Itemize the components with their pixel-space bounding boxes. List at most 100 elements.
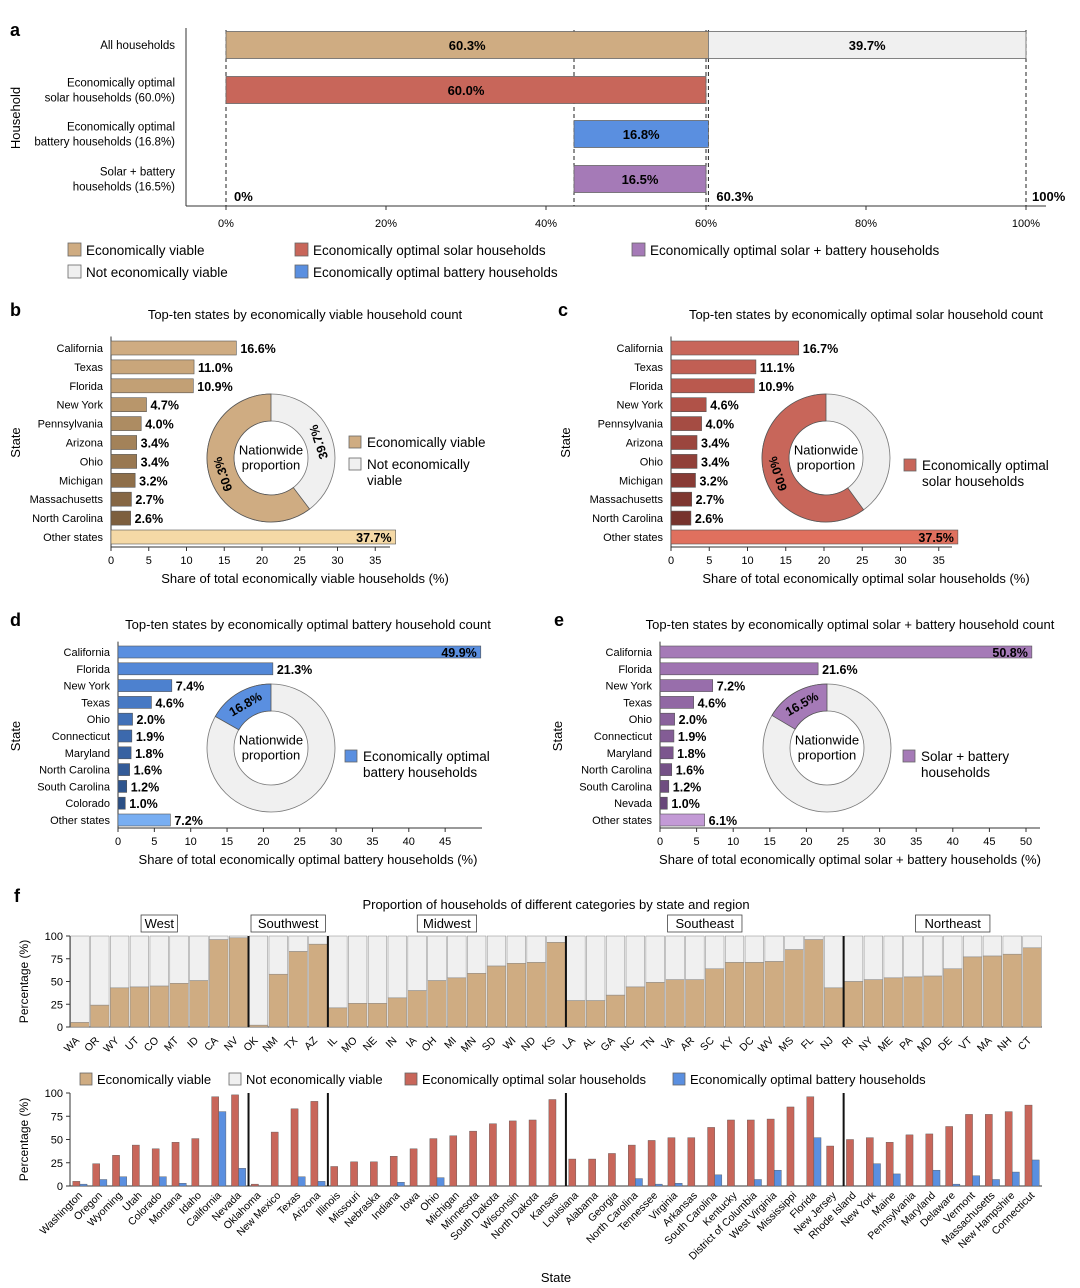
panel-f-not-viable-bar <box>149 935 169 987</box>
panel-e-x-tick-label: 40 <box>947 836 959 848</box>
panel-f-viable-bar <box>149 985 169 1028</box>
panel-a-ylabel: Household <box>8 87 23 149</box>
panel-f-solar-bar <box>290 1108 299 1187</box>
panel-f-solar-bar <box>370 1161 378 1187</box>
panel-b-category-label: Texas <box>74 362 103 374</box>
panel-d-chart: Top-ten states by economically optimal b… <box>8 617 491 867</box>
panel-b-donut-segment <box>206 393 311 523</box>
panel-f-not-viable-bar <box>546 935 566 943</box>
panel-f-battery-bar <box>238 1168 246 1187</box>
panel-f-battery-bar <box>674 1183 683 1187</box>
panel-f-region-box <box>140 914 178 933</box>
panel-f-not-viable-bar <box>923 935 943 977</box>
panel-c-category-label: Texas <box>634 362 663 374</box>
panel-f-solar-bar <box>866 1137 874 1187</box>
panel-f-viable-bar <box>586 1000 606 1028</box>
panel-e-donut-segment <box>771 683 828 730</box>
panel-a-annotation: 100% <box>1032 189 1066 204</box>
panel-f-solar-bar <box>568 1158 577 1187</box>
panel-f-lower-y-tick-label: 25 <box>51 1158 63 1170</box>
panel-f-not-viable-bar <box>943 935 963 970</box>
panel-a-legend-swatch <box>67 264 82 279</box>
panel-f-battery-bar <box>178 1183 187 1187</box>
panel-f-viable-bar <box>486 965 507 1028</box>
panel-c-bar <box>670 435 698 450</box>
panel-f-not-viable-bar <box>506 935 526 964</box>
panel-c-title: Top-ten states by economically optimal s… <box>689 307 1043 322</box>
panel-a-annotation: 60.3% <box>716 189 753 204</box>
panel-f-not-viable-bar <box>387 935 407 999</box>
panel-c-legend-swatch <box>903 458 917 472</box>
panel-f-upper-y-tick-label: 50 <box>51 977 63 989</box>
panel-f-battery-bar <box>893 1173 901 1187</box>
panel-e-bar <box>659 729 675 743</box>
panel-f-title: Proportion of households of different ca… <box>362 897 749 912</box>
panel-f-not-viable-bar <box>110 935 130 989</box>
panel-e-category-label: California <box>606 647 653 659</box>
panel-b-category-label: Florida <box>69 381 104 393</box>
panel-d-category-label: Maryland <box>65 748 110 760</box>
panel-f-not-viable-bar <box>367 935 388 1004</box>
panel-d-x-tick-label: 40 <box>403 836 415 848</box>
panel-b-category-label: Ohio <box>80 456 103 468</box>
panel-e-bar <box>659 780 670 793</box>
panel-f-state-code: SD <box>480 1034 499 1053</box>
panel-b-value-label: 10.9% <box>197 380 232 394</box>
panel-f-not-viable-bar <box>169 935 189 984</box>
panel-e-bar <box>659 796 668 810</box>
panel-a-x-tick-label: 80% <box>855 218 877 230</box>
panel-d-bar <box>117 645 482 659</box>
panel-a-legend-label: Economically optimal solar + battery hou… <box>650 243 940 258</box>
panel-f-not-viable-bar <box>407 935 427 991</box>
panel-d-category-label: South Carolina <box>37 781 111 793</box>
panel-f-solar-bar <box>112 1155 120 1187</box>
panel-e-value-label: 1.6% <box>676 764 705 778</box>
panel-b-x-tick-label: 0 <box>108 555 114 567</box>
panel-f-viable-bar <box>90 1004 110 1028</box>
panel-d-category-label: Connecticut <box>52 731 110 743</box>
panel-f-solar-bar <box>985 1114 993 1187</box>
panel-f-battery-bar <box>952 1183 961 1187</box>
panel-f-state-code: NM <box>260 1035 280 1055</box>
panel-d-x-tick-label: 35 <box>366 836 378 848</box>
panel-f-state-code: MT <box>162 1034 182 1054</box>
panel-e-legend-label: Solar + battery households <box>921 749 1009 780</box>
panel-f-not-viable-bar <box>248 935 269 1026</box>
panel-c-donut-segment <box>761 393 865 523</box>
panel-f-viable-bar <box>506 963 526 1028</box>
panel-f-region-box <box>250 914 326 933</box>
panel-b-value-label: 4.7% <box>150 399 179 413</box>
panel-f-lower-ylabel: Percentage (%) <box>17 1098 31 1181</box>
panel-f-not-viable-bar <box>982 935 1002 957</box>
panel-e-category-label: Ohio <box>629 714 652 726</box>
panel-e-x-tick-label: 25 <box>837 836 849 848</box>
panel-f-not-viable-bar <box>288 935 308 952</box>
panel-f-not-viable-bar <box>804 935 824 940</box>
panel-a-bar-viable <box>225 31 709 59</box>
panel-f-not-viable-bar <box>963 935 983 958</box>
panel-d-value-label: 1.6% <box>134 764 163 778</box>
panel-c-legend-label: Economically optimal solar households <box>922 458 1049 489</box>
panel-f-state-code: NC <box>618 1034 638 1054</box>
panel-f-solar-bar <box>270 1131 279 1187</box>
panel-f-viable-bar <box>705 968 725 1028</box>
panel-f-state-code: CA <box>202 1035 221 1054</box>
panel-f-state-code: DE <box>936 1035 955 1054</box>
panel-letter-e: e <box>554 610 564 630</box>
panel-e-bar <box>659 645 1033 659</box>
panel-a-legend-swatch <box>631 242 646 257</box>
panel-d-category-label: Texas <box>81 697 110 709</box>
panel-f-solar-bar <box>469 1130 477 1187</box>
panel-f-battery-bar <box>813 1137 822 1187</box>
panel-f-viable-bar <box>189 980 209 1028</box>
panel-f-state-code: DC <box>737 1034 757 1054</box>
panel-f-state-code: AR <box>678 1034 697 1053</box>
panel-a-x-tick-label: 60% <box>695 218 717 230</box>
panel-c-x-tick-label: 20 <box>818 555 830 567</box>
panel-f-viable-bar <box>724 962 745 1028</box>
panel-d-legend-label: Economically optimal battery households <box>363 749 490 780</box>
panel-e-xlabel: Share of total economically optimal sola… <box>659 852 1041 867</box>
panel-f-not-viable-bar <box>843 935 864 982</box>
panel-f-solar-bar <box>925 1133 934 1187</box>
panel-f-legend-swatch <box>672 1072 686 1086</box>
